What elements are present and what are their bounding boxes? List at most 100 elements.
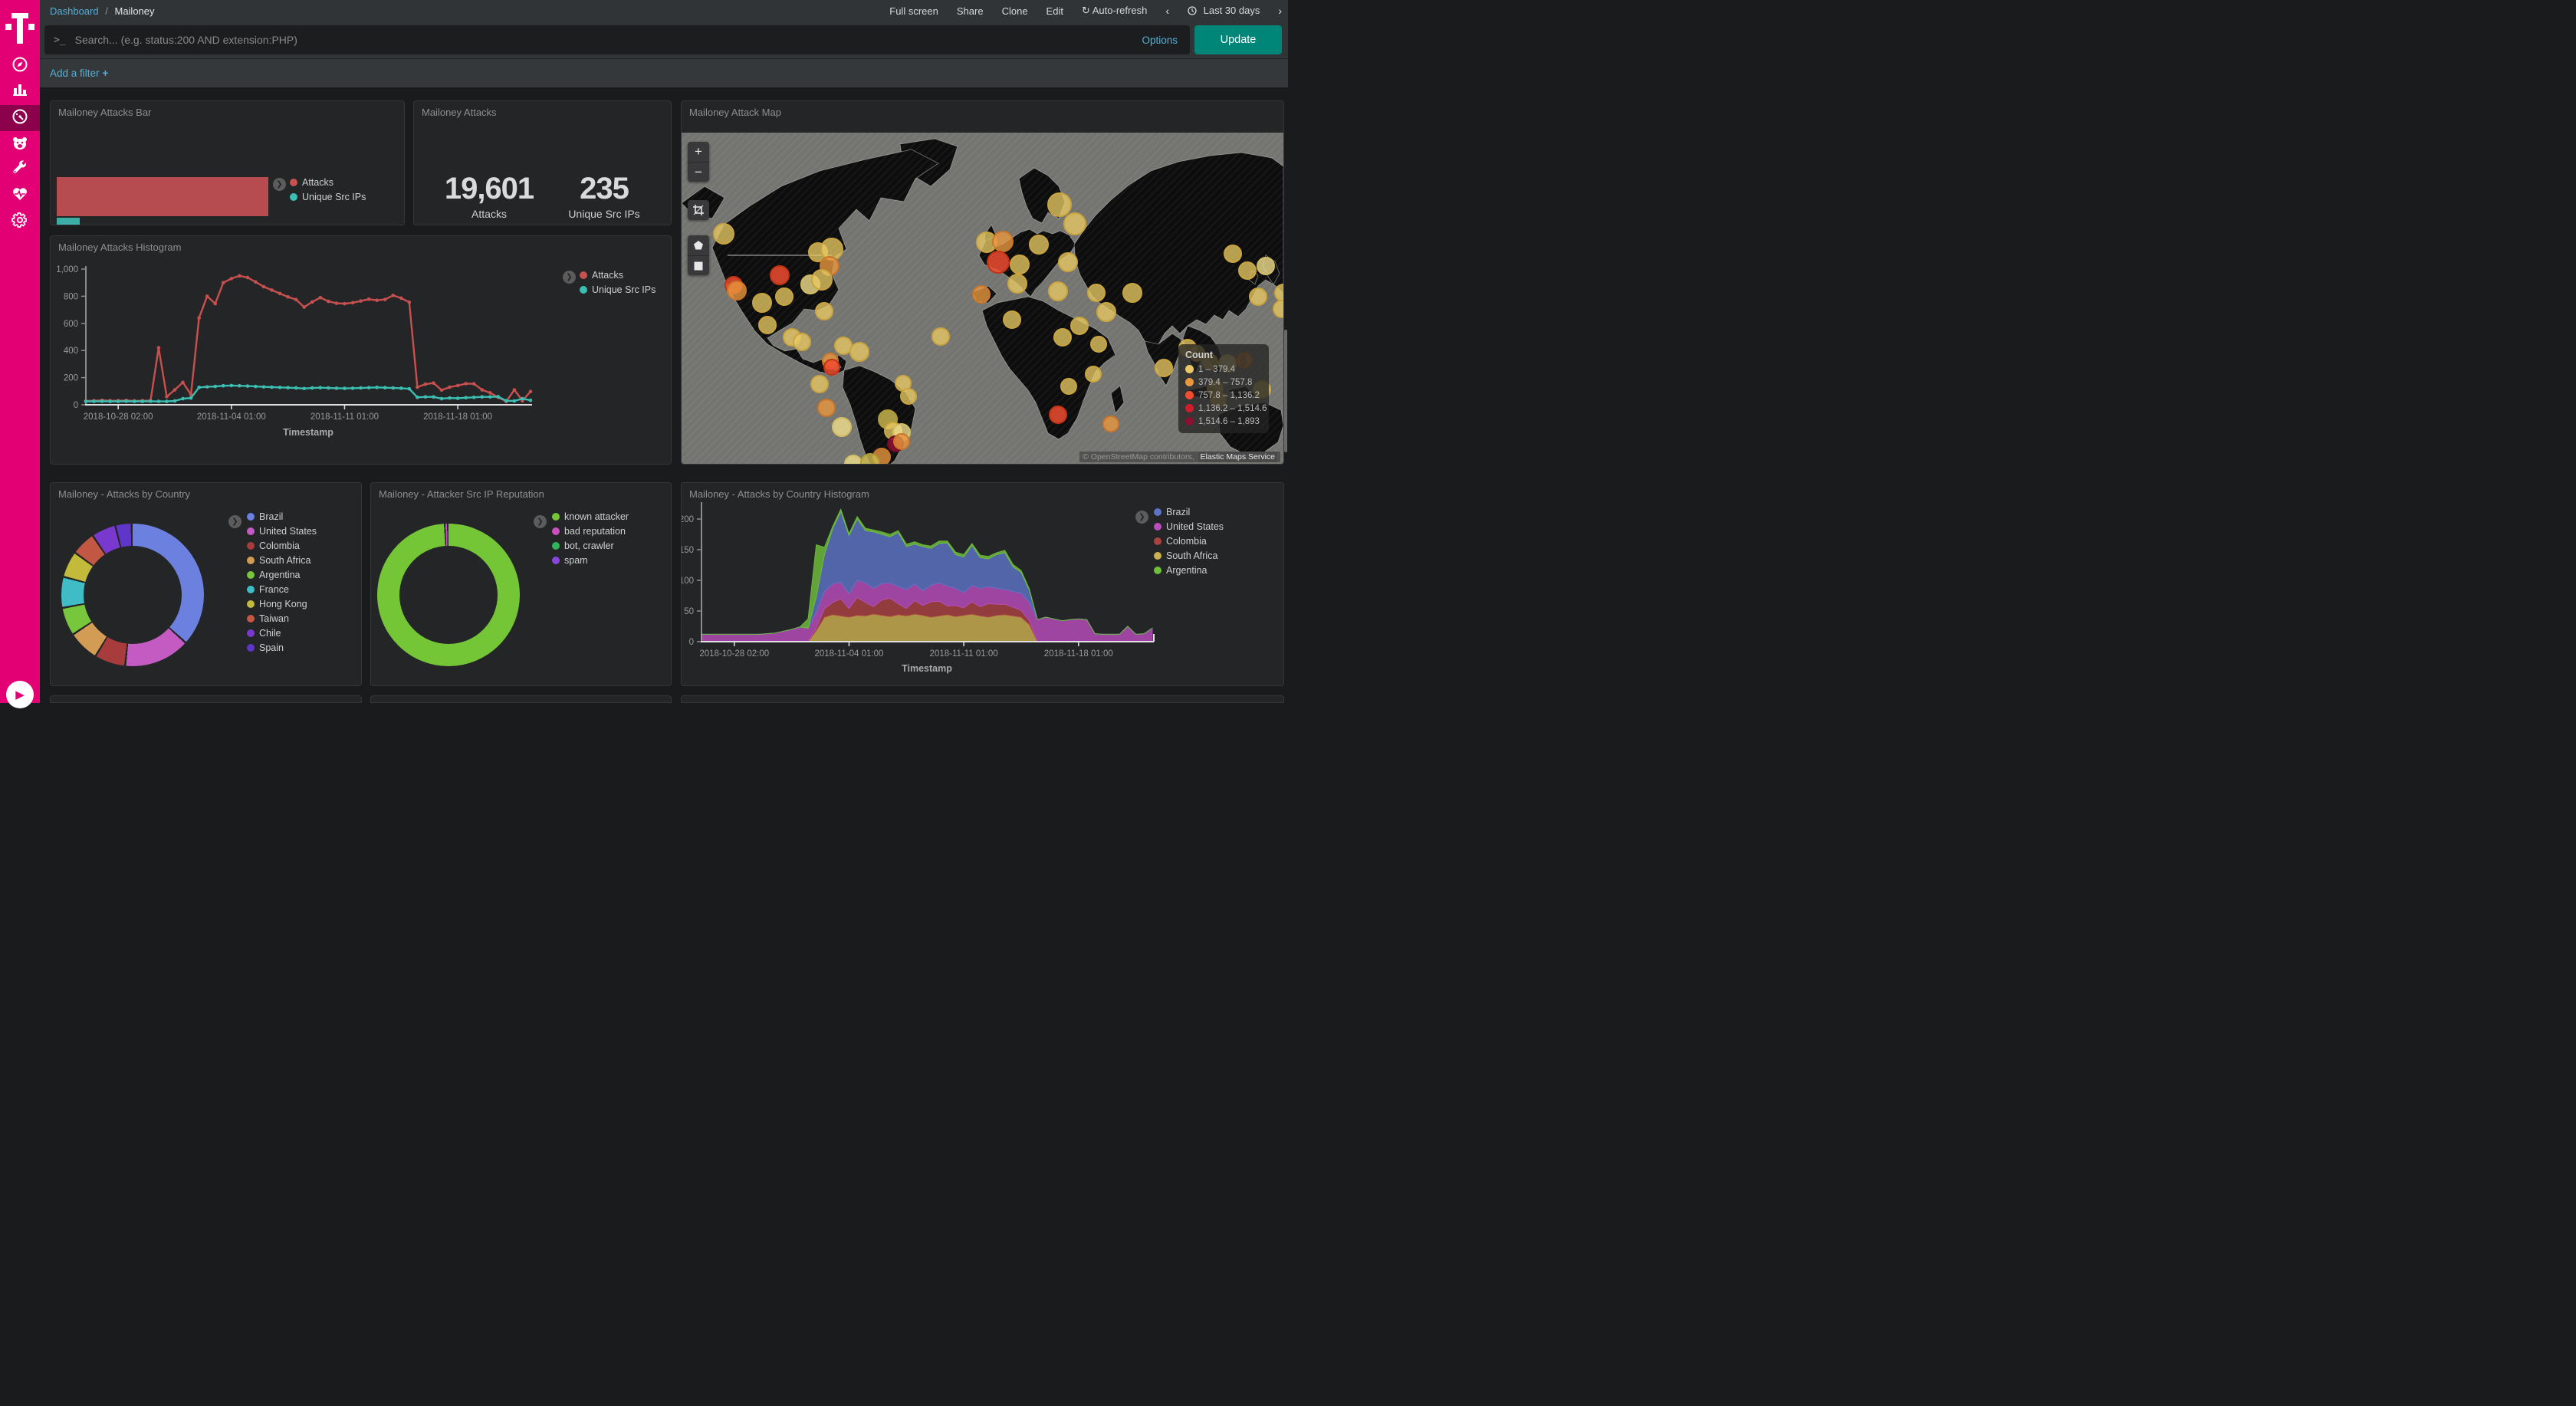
attack-bubble[interactable]: [1058, 252, 1078, 272]
legend-item-attacks[interactable]: Attacks: [290, 175, 366, 189]
page-scrollbar-thumb[interactable]: [1284, 330, 1287, 452]
time-back-button[interactable]: ‹: [1165, 5, 1169, 17]
sidebar-item-devtools[interactable]: [0, 157, 40, 183]
attack-bubble[interactable]: [1049, 406, 1067, 424]
attack-bubble[interactable]: [1249, 287, 1267, 306]
attack-bubble[interactable]: [1090, 336, 1107, 353]
attack-bubble[interactable]: [1070, 317, 1089, 335]
legend-item-bad-reputation[interactable]: bad reputation: [552, 524, 629, 538]
legend-item-bot-crawler[interactable]: bot, crawler: [552, 538, 629, 553]
attack-bubble[interactable]: [1003, 310, 1021, 329]
line-chart[interactable]: 0 200 400 600 800 1,000 2018-10-28 02:00 2018-1…: [51, 236, 672, 465]
add-filter-link[interactable]: Add a filter +: [50, 67, 109, 79]
attack-bubble[interactable]: [1010, 255, 1030, 274]
legend-item-united-states[interactable]: United States: [1154, 519, 1224, 534]
auto-refresh-button[interactable]: ↻ Auto-refresh: [1081, 5, 1148, 16]
legend-item-unique-src-ips[interactable]: Unique Src IPs: [580, 282, 656, 297]
sidebar-expand-button[interactable]: ▶: [6, 681, 34, 708]
sidebar-item-visualize[interactable]: [0, 77, 40, 103]
breadcrumb-dashboard-link[interactable]: Dashboard: [50, 5, 99, 17]
attack-bubble[interactable]: [932, 327, 950, 346]
sidebar-item-honeypot[interactable]: [0, 132, 40, 158]
attack-bubble[interactable]: [1102, 416, 1119, 432]
attack-bubble[interactable]: [1122, 283, 1142, 303]
attack-bubble[interactable]: [758, 316, 777, 334]
attack-bubble[interactable]: [815, 302, 833, 320]
attack-bubble[interactable]: [1096, 302, 1116, 322]
attack-bubble[interactable]: [1007, 274, 1027, 294]
attack-bubble[interactable]: [1273, 300, 1283, 318]
legend-expand-icon[interactable]: ❯: [228, 515, 242, 528]
attack-bubble[interactable]: [1029, 235, 1049, 255]
legend-item-taiwan[interactable]: Taiwan: [247, 611, 317, 626]
legend-item-colombia[interactable]: Colombia: [247, 538, 317, 553]
legend-item-unique-src-ips[interactable]: Unique Src IPs: [290, 189, 366, 204]
sidebar-item-dashboard[interactable]: [0, 105, 40, 131]
polygon-draw-icon[interactable]: [688, 235, 709, 255]
legend-item-united-states[interactable]: United States: [247, 524, 317, 538]
telekom-logo[interactable]: [5, 10, 34, 45]
attack-bubble[interactable]: [1224, 245, 1242, 263]
legend-item-france[interactable]: France: [247, 582, 317, 596]
osm-attribution[interactable]: © OpenStreetMap: [1083, 452, 1148, 462]
bar-unique-src-ips[interactable]: [57, 218, 80, 225]
rectangle-draw-icon[interactable]: [688, 255, 709, 275]
legend-item-spain[interactable]: Spain: [247, 640, 317, 655]
attack-bubble[interactable]: [972, 285, 991, 304]
options-link[interactable]: Options: [1142, 34, 1178, 46]
world-map[interactable]: + − Count 1 – 379.4 379.4 – 757.8 757.8 – …: [682, 133, 1283, 464]
clone-button[interactable]: Clone: [1001, 5, 1028, 17]
search-input[interactable]: [74, 34, 1142, 46]
legend-expand-icon[interactable]: ❯: [563, 271, 576, 284]
legend-item-colombia[interactable]: Colombia: [1154, 534, 1224, 548]
attack-bubble[interactable]: [1155, 359, 1173, 377]
time-range-picker[interactable]: Last 30 days: [1188, 5, 1260, 18]
ems-attribution[interactable]: Elastic Maps Service: [1198, 452, 1277, 462]
attack-bubble[interactable]: [817, 399, 836, 417]
bar-attacks[interactable]: [57, 177, 268, 216]
attack-bubble[interactable]: [793, 333, 811, 351]
attack-bubble[interactable]: [900, 388, 917, 405]
update-button[interactable]: Update: [1194, 25, 1282, 54]
legend-item-hong-kong[interactable]: Hong Kong: [247, 596, 317, 611]
legend-item-brazil[interactable]: Brazil: [247, 509, 317, 524]
legend-expand-icon[interactable]: ❯: [1135, 511, 1148, 524]
attack-bubble[interactable]: [770, 265, 790, 285]
attack-bubble[interactable]: [1087, 284, 1106, 302]
stacked-area-chart[interactable]: 0 50 100 150 200 2018-10-28 02:00 2018-11-04 0…: [682, 483, 1284, 686]
attack-bubble[interactable]: [1048, 281, 1068, 301]
zoom-in-button[interactable]: +: [695, 144, 702, 159]
attack-bubble[interactable]: [1257, 257, 1275, 275]
legend-item-south-africa[interactable]: South Africa: [247, 553, 317, 567]
attack-bubble[interactable]: [849, 342, 869, 362]
sidebar-item-management[interactable]: [0, 209, 40, 235]
attack-bubble[interactable]: [752, 293, 772, 313]
legend-item-attacks[interactable]: Attacks: [580, 268, 656, 282]
edit-button[interactable]: Edit: [1046, 5, 1063, 17]
full-screen-button[interactable]: Full screen: [889, 5, 938, 17]
legend-expand-icon[interactable]: ❯: [534, 515, 547, 528]
attack-bubble[interactable]: [713, 223, 734, 245]
attack-bubble[interactable]: [1053, 328, 1072, 347]
legend-item-brazil[interactable]: Brazil: [1154, 504, 1224, 519]
attack-bubble[interactable]: [810, 375, 829, 393]
attack-bubble[interactable]: [992, 231, 1014, 252]
attack-bubble[interactable]: [1060, 378, 1077, 395]
sidebar-item-discover[interactable]: [0, 53, 40, 79]
share-button[interactable]: Share: [956, 5, 984, 17]
legend-item-south-africa[interactable]: South Africa: [1154, 548, 1224, 563]
crop-icon[interactable]: [688, 200, 709, 220]
legend-item-argentina[interactable]: Argentina: [247, 567, 317, 582]
attack-bubble[interactable]: [1063, 212, 1086, 235]
attack-bubble[interactable]: [775, 287, 794, 306]
sidebar-item-monitoring[interactable]: [0, 182, 40, 209]
legend-item-chile[interactable]: Chile: [247, 626, 317, 640]
attack-bubble[interactable]: [1085, 366, 1102, 383]
legend-item-argentina[interactable]: Argentina: [1154, 563, 1224, 577]
legend-item-spam[interactable]: spam: [552, 553, 629, 567]
attack-bubble[interactable]: [727, 281, 747, 301]
attack-bubble[interactable]: [860, 453, 880, 464]
attack-bubble[interactable]: [1047, 192, 1072, 217]
attack-bubble[interactable]: [832, 417, 852, 437]
legend-expand-icon[interactable]: ❯: [273, 178, 286, 191]
